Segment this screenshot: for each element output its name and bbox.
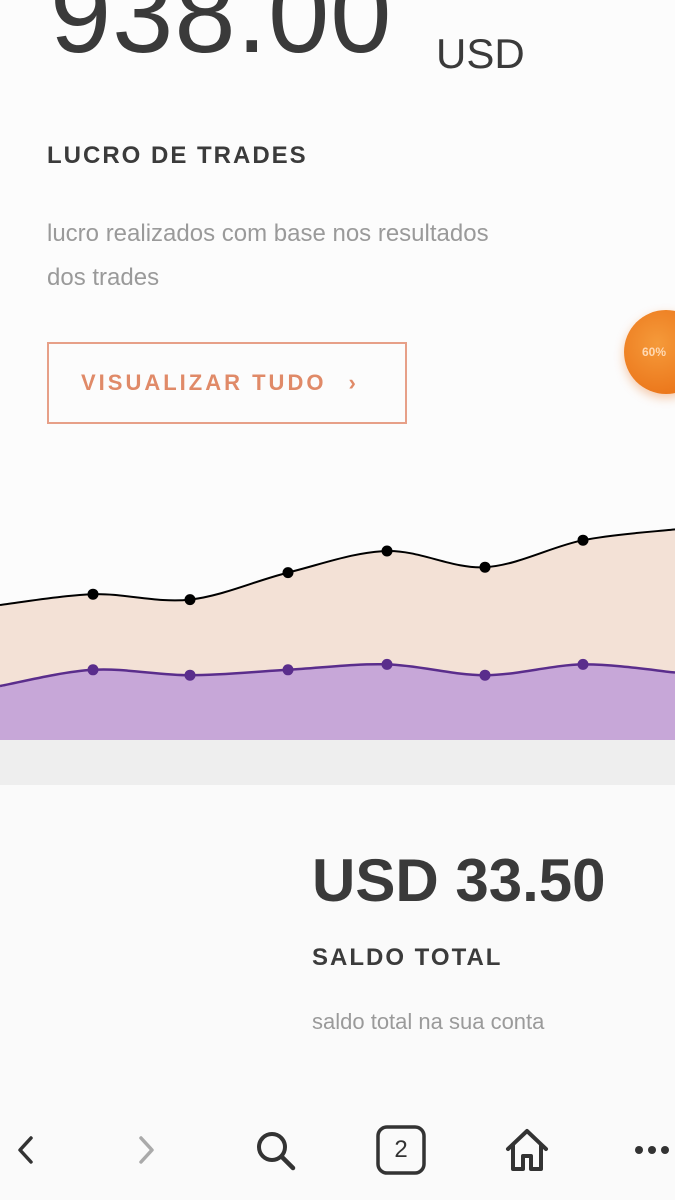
balance-amount: 938.00 xyxy=(50,0,393,76)
series-0-point xyxy=(184,594,196,606)
series-0-point xyxy=(381,545,393,557)
balance-unit: USD xyxy=(436,30,525,77)
chart-baseline xyxy=(0,740,675,785)
series-1-point xyxy=(282,664,294,676)
trades-description-line1: lucro realizados com base nos resultados xyxy=(47,220,489,247)
series-1-point xyxy=(184,669,196,681)
trades-description-line2: dos trades xyxy=(47,264,160,291)
tabs-button[interactable]: 2 xyxy=(374,1122,428,1178)
tab-count: 2 xyxy=(394,1136,408,1163)
forward-button[interactable] xyxy=(130,1122,164,1178)
back-button[interactable] xyxy=(8,1122,42,1178)
more-icon xyxy=(635,1146,669,1154)
chevron-right-icon: › xyxy=(348,370,359,395)
tabs-icon xyxy=(376,1125,426,1175)
forward-icon xyxy=(139,1136,154,1164)
view-all-label: VISUALIZAR TUDO xyxy=(81,370,327,395)
series-0-line xyxy=(0,528,675,606)
browser-navbar: 2 xyxy=(0,1100,675,1200)
series-0-point xyxy=(87,588,99,600)
series-1-point xyxy=(87,664,99,676)
series-1-area xyxy=(0,664,675,740)
back-icon xyxy=(18,1136,33,1164)
total-description: saldo total na sua conta xyxy=(312,1009,545,1034)
series-0-point xyxy=(282,567,294,579)
series-0-point xyxy=(479,561,491,573)
series-1-point xyxy=(381,658,393,670)
more-button[interactable] xyxy=(632,1122,672,1178)
series-1-point xyxy=(479,669,491,681)
search-icon xyxy=(257,1132,296,1171)
view-all-button[interactable]: VISUALIZAR TUDO › xyxy=(47,342,407,424)
trades-title: LUCRO DE TRADES xyxy=(47,142,308,169)
trades-description: lucro realizados com base nos resultados… xyxy=(47,212,489,300)
total-title: SALDO TOTAL xyxy=(312,944,503,971)
series-1-line xyxy=(0,663,675,688)
trades-chart xyxy=(0,528,675,740)
home-button[interactable] xyxy=(500,1122,554,1178)
total-amount: USD 33.50 xyxy=(312,847,606,914)
search-button[interactable] xyxy=(250,1122,300,1178)
series-1-point xyxy=(577,658,589,670)
home-icon xyxy=(506,1129,548,1171)
series-0-point xyxy=(577,534,589,546)
progress-badge-label: 60% xyxy=(642,345,667,359)
